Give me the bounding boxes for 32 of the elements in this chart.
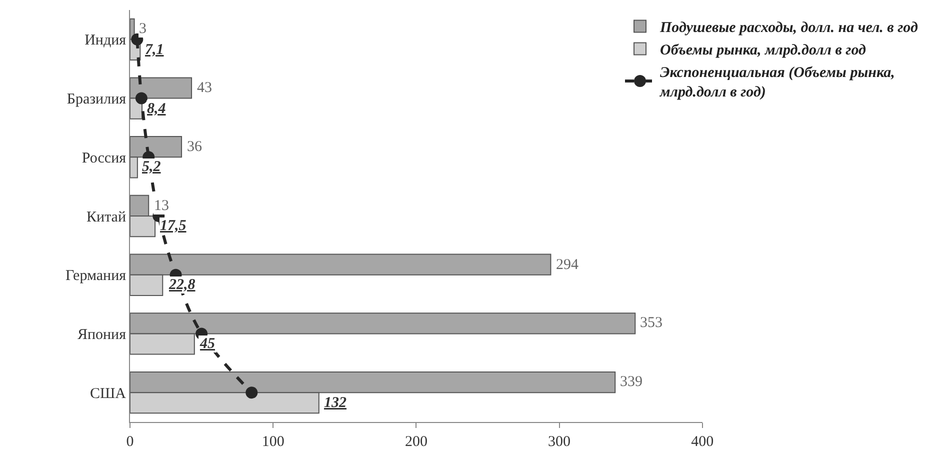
x-tick-label: 400	[691, 434, 714, 450]
x-tick-label: 200	[404, 434, 428, 450]
data-label: 43	[197, 80, 212, 96]
x-tick-label: 100	[262, 434, 284, 450]
data-label: 36	[187, 139, 202, 155]
legend-label: Экспоненциальная (Объемы рынка, млрд.долл в год)	[659, 65, 895, 101]
point	[246, 386, 258, 399]
data-label: 5,2	[142, 159, 162, 175]
data-label: 13	[154, 198, 169, 214]
x-tick-label: 300	[548, 434, 571, 450]
legend-label: Объемы рынка, млрд.долл в год	[660, 42, 866, 59]
point	[131, 33, 144, 46]
data-label: 3	[139, 21, 146, 37]
data-label: 339	[620, 374, 642, 390]
data-label: 45	[199, 336, 216, 352]
y-tick-label: Германия	[66, 268, 126, 284]
x-tick-label: 0	[126, 434, 134, 450]
data-label: 132	[324, 395, 347, 411]
y-tick-label: Бразилия	[66, 92, 126, 108]
data-label: 294	[556, 257, 579, 273]
point	[135, 92, 148, 104]
data-label: 8,4	[147, 101, 166, 117]
data-label: 7,1	[145, 42, 164, 58]
y-tick-label: Индия	[84, 32, 126, 49]
data-label: 353	[640, 315, 662, 331]
y-tick-label: Китай	[86, 209, 126, 226]
legend-label: Подушевые расходы, долл. на чел. в год	[659, 20, 918, 36]
data-label: 17,5	[160, 218, 187, 234]
y-tick-label: Россия	[82, 150, 126, 166]
y-tick-label: Япония	[78, 326, 126, 343]
y-tick-label: США	[90, 386, 126, 402]
data-label: 22,8	[168, 277, 196, 293]
